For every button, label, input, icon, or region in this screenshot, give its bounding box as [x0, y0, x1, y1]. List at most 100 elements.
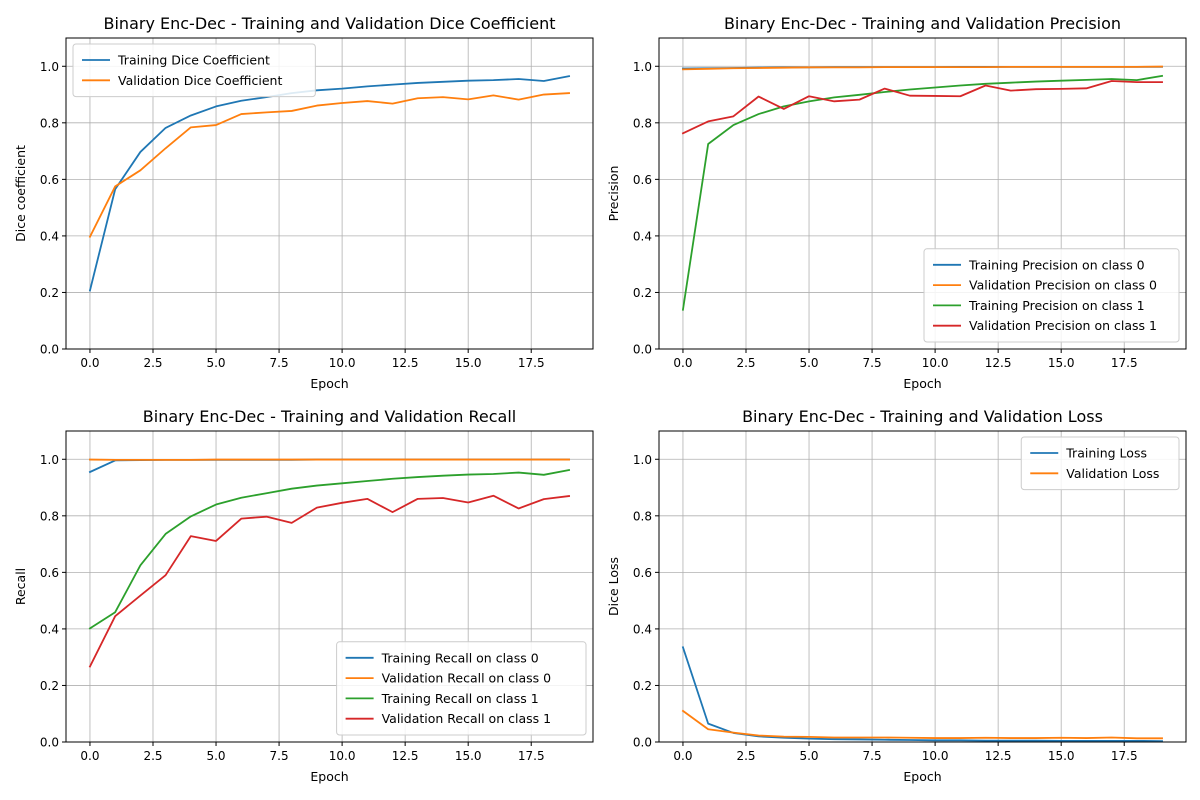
x-tick-label: 12.5: [985, 356, 1012, 370]
legend-label-3: Training Precision on class 1: [968, 298, 1145, 313]
x-tick-label: 17.5: [1111, 749, 1138, 763]
y-tick-label: 0.8: [40, 509, 59, 523]
series-line-4: [681, 80, 1163, 135]
legend-label-4: Validation Recall on class 1: [382, 711, 551, 726]
series-line-2: [88, 92, 570, 238]
x-tick-label: 0.0: [673, 356, 692, 370]
y-axis-title: Precision: [606, 166, 621, 222]
x-tick-label: 15.0: [455, 356, 482, 370]
y-axis-title: Dice coefficient: [13, 145, 28, 242]
legend-label-2: Validation Recall on class 0: [382, 671, 552, 686]
legend: Training Recall on class 0 Validation Rec…: [336, 641, 587, 736]
y-tick-label: 0.2: [40, 286, 59, 300]
x-tick-label: 5.0: [799, 356, 818, 370]
x-tick-label: 2.5: [143, 749, 162, 763]
y-tick-label: 1.0: [40, 453, 59, 467]
x-tick-label: 15.0: [1048, 749, 1075, 763]
x-axis-title: Epoch: [903, 376, 941, 391]
x-tick-label: 10.0: [329, 749, 356, 763]
chart-title: Binary Enc-Dec - Training and Validation…: [724, 14, 1121, 33]
x-tick-label: 2.5: [736, 749, 755, 763]
y-axis-title: Recall: [13, 568, 28, 605]
y-tick-label: 0.2: [633, 679, 652, 693]
legend-label-2: Validation Precision on class 0: [969, 278, 1157, 293]
y-tick-label: 0.6: [40, 173, 59, 187]
plot-frame: [65, 37, 594, 350]
x-tick-label: 17.5: [518, 356, 545, 370]
y-tick-label: 0.2: [633, 286, 652, 300]
y-tick-label: 0.4: [633, 622, 652, 636]
x-tick-label: 15.0: [455, 749, 482, 763]
y-tick-label: 0.6: [633, 566, 652, 580]
x-tick-label: 0.0: [80, 749, 99, 763]
x-tick-label: 12.5: [985, 749, 1012, 763]
legend-label-1: Training Recall on class 0: [381, 650, 539, 665]
x-tick-label: 7.5: [863, 356, 882, 370]
legend: Training Dice Coefficient Validation Dice…: [72, 43, 316, 98]
y-tick-label: 0.8: [633, 116, 652, 130]
plot-frame: [65, 430, 594, 743]
legend-frame: [336, 641, 587, 736]
y-tick-label: 1.0: [40, 60, 59, 74]
x-tick-label: 12.5: [392, 356, 419, 370]
series-line-1: [88, 75, 571, 292]
y-tick-label: 0.8: [40, 116, 59, 130]
legend-label-1: Training Dice Coefficient: [117, 53, 270, 68]
x-axis-title: Epoch: [310, 769, 348, 784]
y-tick-label: 0.0: [633, 736, 652, 750]
legend-label-1: Training Loss: [1065, 446, 1147, 461]
x-tick-label: 2.5: [143, 356, 162, 370]
x-tick-label: 0.0: [80, 356, 99, 370]
series-line-2: [681, 709, 1163, 740]
x-tick-label: 17.5: [1111, 356, 1138, 370]
x-tick-label: 7.5: [863, 749, 882, 763]
legend-frame: [923, 248, 1180, 343]
y-tick-label: 0.8: [633, 509, 652, 523]
y-tick-label: 1.0: [633, 453, 652, 467]
x-tick-label: 10.0: [329, 356, 356, 370]
y-tick-label: 0.6: [633, 173, 652, 187]
y-tick-label: 0.0: [40, 736, 59, 750]
y-tick-label: 1.0: [633, 60, 652, 74]
legend-label-1: Training Precision on class 0: [968, 257, 1145, 272]
x-tick-label: 7.5: [270, 749, 289, 763]
chart-title: Binary Enc-Dec - Training and Validation…: [104, 14, 556, 33]
chart-panel-1: 0.0 2.5 5.0 7.5 10.0 12.5 15.0 17.5 0.0 0.2 0.4 0.6…: [13, 14, 594, 391]
x-axis-title: Epoch: [903, 769, 941, 784]
series-line-3: [681, 74, 1164, 311]
legend: Training Precision on class 0 Validation …: [923, 248, 1180, 343]
y-tick-label: 0.6: [40, 566, 59, 580]
plot-frame: [658, 37, 1187, 350]
series-line-3: [88, 468, 571, 630]
y-tick-label: 0.4: [40, 622, 59, 636]
legend-frame: [1020, 436, 1180, 491]
legend-label-2: Validation Loss: [1066, 466, 1159, 481]
y-tick-label: 0.2: [40, 679, 59, 693]
x-tick-label: 5.0: [206, 749, 225, 763]
y-tick-label: 0.0: [40, 343, 59, 357]
y-axis-title: Dice Loss: [606, 557, 621, 616]
legend-label-4: Validation Precision on class 1: [969, 318, 1157, 333]
x-tick-label: 5.0: [799, 749, 818, 763]
chart-panel-4: 0.0 2.5 5.0 7.5 10.0 12.5 15.0 17.5 0.0 0.2 0.4 0.6…: [606, 407, 1187, 784]
x-tick-label: 15.0: [1048, 356, 1075, 370]
legend-frame: [72, 43, 316, 98]
y-tick-label: 0.0: [633, 343, 652, 357]
chart-title: Binary Enc-Dec - Training and Validation…: [143, 407, 516, 426]
x-tick-label: 10.0: [922, 749, 949, 763]
chart-panel-2: 0.0 2.5 5.0 7.5 10.0 12.5 15.0 17.5 0.0 0.2 0.4 0.6…: [606, 14, 1187, 391]
legend: Training Loss Validation Loss: [1020, 436, 1180, 491]
y-tick-label: 0.4: [40, 229, 59, 243]
x-axis-title: Epoch: [310, 376, 348, 391]
legend-label-3: Training Recall on class 1: [381, 691, 539, 706]
chart-panel-3: 0.0 2.5 5.0 7.5 10.0 12.5 15.0 17.5 0.0 0.2 0.4 0.6…: [13, 407, 594, 784]
x-tick-label: 10.0: [922, 356, 949, 370]
x-tick-label: 12.5: [392, 749, 419, 763]
chart-title: Binary Enc-Dec - Training and Validation…: [742, 407, 1103, 426]
x-tick-label: 5.0: [206, 356, 225, 370]
x-tick-label: 17.5: [518, 749, 545, 763]
x-tick-label: 7.5: [270, 356, 289, 370]
x-tick-label: 0.0: [673, 749, 692, 763]
